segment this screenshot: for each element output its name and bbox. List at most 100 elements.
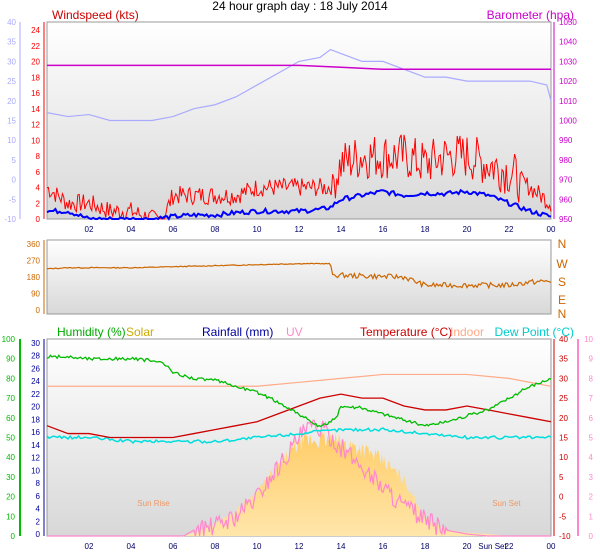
temp-tick-label: 0	[12, 176, 17, 185]
temp-tick-label: 35	[559, 355, 568, 364]
rain-tick-label: 0	[36, 530, 41, 539]
rain-tick-label: 20	[31, 403, 40, 412]
rain-tick-label: 16	[31, 428, 40, 437]
humidity-tick-label: 80	[6, 374, 15, 383]
x-tick-label: 12	[295, 542, 304, 551]
x-tick-label: 00	[547, 225, 556, 234]
humidity-tick-label: 60	[6, 414, 15, 423]
wind-tick-label: 10	[31, 136, 40, 145]
wind-tick-label: 18	[31, 73, 40, 82]
uv-tick-label: 1	[589, 512, 594, 521]
humidity-tick-label: 50	[6, 434, 15, 443]
x-tick-label: 06	[169, 225, 178, 234]
x-tick-label: 18	[421, 225, 430, 234]
temp-tick-label: -10	[4, 215, 16, 224]
x-tick-label: 02	[85, 225, 94, 234]
wind-tick-label: 12	[31, 121, 40, 130]
x-tick-label: 16	[379, 225, 388, 234]
x-tick-label: 20	[463, 225, 472, 234]
solar-area	[47, 431, 551, 536]
compass-label: E	[558, 293, 566, 307]
baro-tick-label: 950	[559, 215, 573, 224]
humidity-temp-panel: Humidity (%) Solar Rainfall (mm) UV Temp…	[2, 325, 594, 551]
x-tick-label: 22	[505, 542, 514, 551]
uv-tick-label: 5	[589, 434, 594, 443]
temp-tick-label: 10	[559, 453, 568, 462]
rain-tick-label: 24	[31, 377, 40, 386]
wind-tick-label: 14	[31, 105, 40, 114]
temp-tick-label: 0	[559, 493, 564, 502]
wind-tick-label: 16	[31, 89, 40, 98]
sun-rise-label: Sun Rise	[137, 499, 170, 508]
baro-tick-label: 1010	[559, 97, 577, 106]
outdoor-temp-line	[46, 48, 552, 122]
uv-tick-label: 4	[589, 453, 594, 462]
dewpoint-line	[46, 427, 552, 444]
direction-tick-label: 90	[31, 290, 40, 299]
humidity-tick-label: 30	[6, 473, 15, 482]
humidity-tick-label: 0	[11, 532, 16, 541]
uv-tick-label: 9	[589, 355, 594, 364]
x-tick-label: 06	[169, 542, 178, 551]
wind-tick-label: 24	[31, 26, 40, 35]
wind-direction-line	[47, 262, 552, 290]
direction-tick-label: 360	[27, 240, 41, 249]
wind-baro-panel: Windspeed (kts) Barometer (hpa) 40353025…	[4, 8, 577, 234]
rain-tick-label: 8	[36, 479, 41, 488]
uv-tick-label: 7	[589, 394, 594, 403]
rain-tick-label: 18	[31, 415, 40, 424]
wind-tick-label: 2	[36, 199, 41, 208]
temp-tick-label: -10	[559, 532, 571, 541]
x-tick-label: 22	[505, 225, 514, 234]
direction-plot-area	[46, 239, 552, 315]
windspeed-axis-label: Windspeed (kts)	[52, 8, 139, 22]
humidity-tick-label: 70	[6, 394, 15, 403]
rain-tick-label: 12	[31, 454, 40, 463]
compass-label: S	[558, 275, 566, 289]
uv-tick-label: 6	[589, 414, 594, 423]
temp-tick-label: 25	[559, 394, 568, 403]
uv-line	[47, 419, 551, 537]
temp-tick-label: 40	[559, 335, 568, 344]
x-tick-label: 14	[337, 542, 346, 551]
wind-average-line	[46, 188, 552, 221]
baro-tick-label: 1040	[559, 38, 577, 47]
x-tick-label: 20	[463, 542, 472, 551]
x-tick-label: 02	[85, 542, 94, 551]
rain-tick-label: 4	[36, 505, 41, 514]
temp-tick-label: 15	[559, 434, 568, 443]
temp-tick-label: 5	[559, 473, 564, 482]
sun-set-label: Sun Set	[492, 499, 521, 508]
wind-tick-label: 4	[36, 184, 41, 193]
humidity-tick-label: 90	[6, 355, 15, 364]
temp-tick-label: 15	[7, 117, 16, 126]
x-tick-label: 10	[253, 225, 262, 234]
rain-tick-label: 10	[31, 466, 40, 475]
x-tick-label: 14	[337, 225, 346, 234]
direction-tick-label: 270	[27, 257, 41, 266]
temp-tick-label: 20	[7, 97, 16, 106]
temp-tick-label: -5	[559, 512, 567, 521]
humidity-tick-label: 40	[6, 453, 15, 462]
wind-tick-label: 0	[36, 215, 41, 224]
baro-tick-label: 1030	[559, 57, 577, 66]
compass-label: N	[558, 307, 567, 321]
humidity-line	[46, 354, 552, 428]
rain-tick-label: 28	[31, 352, 40, 361]
temp-tick-label: 30	[7, 57, 16, 66]
wind-tick-label: 8	[36, 152, 41, 161]
baro-tick-label: 1020	[559, 77, 577, 86]
barometer-line	[47, 64, 551, 71]
temp-tick-label: -5	[9, 195, 17, 204]
rain-tick-label: 22	[31, 390, 40, 399]
direction-tick-label: 0	[36, 306, 41, 315]
rain-tick-label: 6	[36, 492, 41, 501]
x-tick-label: 08	[211, 225, 220, 234]
rain-tick-label: 30	[31, 339, 40, 348]
temp-tick-label: 10	[7, 136, 16, 145]
temp-tick-label: 5	[12, 156, 17, 165]
temp-tick-label: 35	[7, 38, 16, 47]
indoor-temp-line	[47, 373, 552, 387]
x-tick-label: 00	[547, 542, 556, 551]
indoor-label: Indoor	[450, 325, 484, 339]
